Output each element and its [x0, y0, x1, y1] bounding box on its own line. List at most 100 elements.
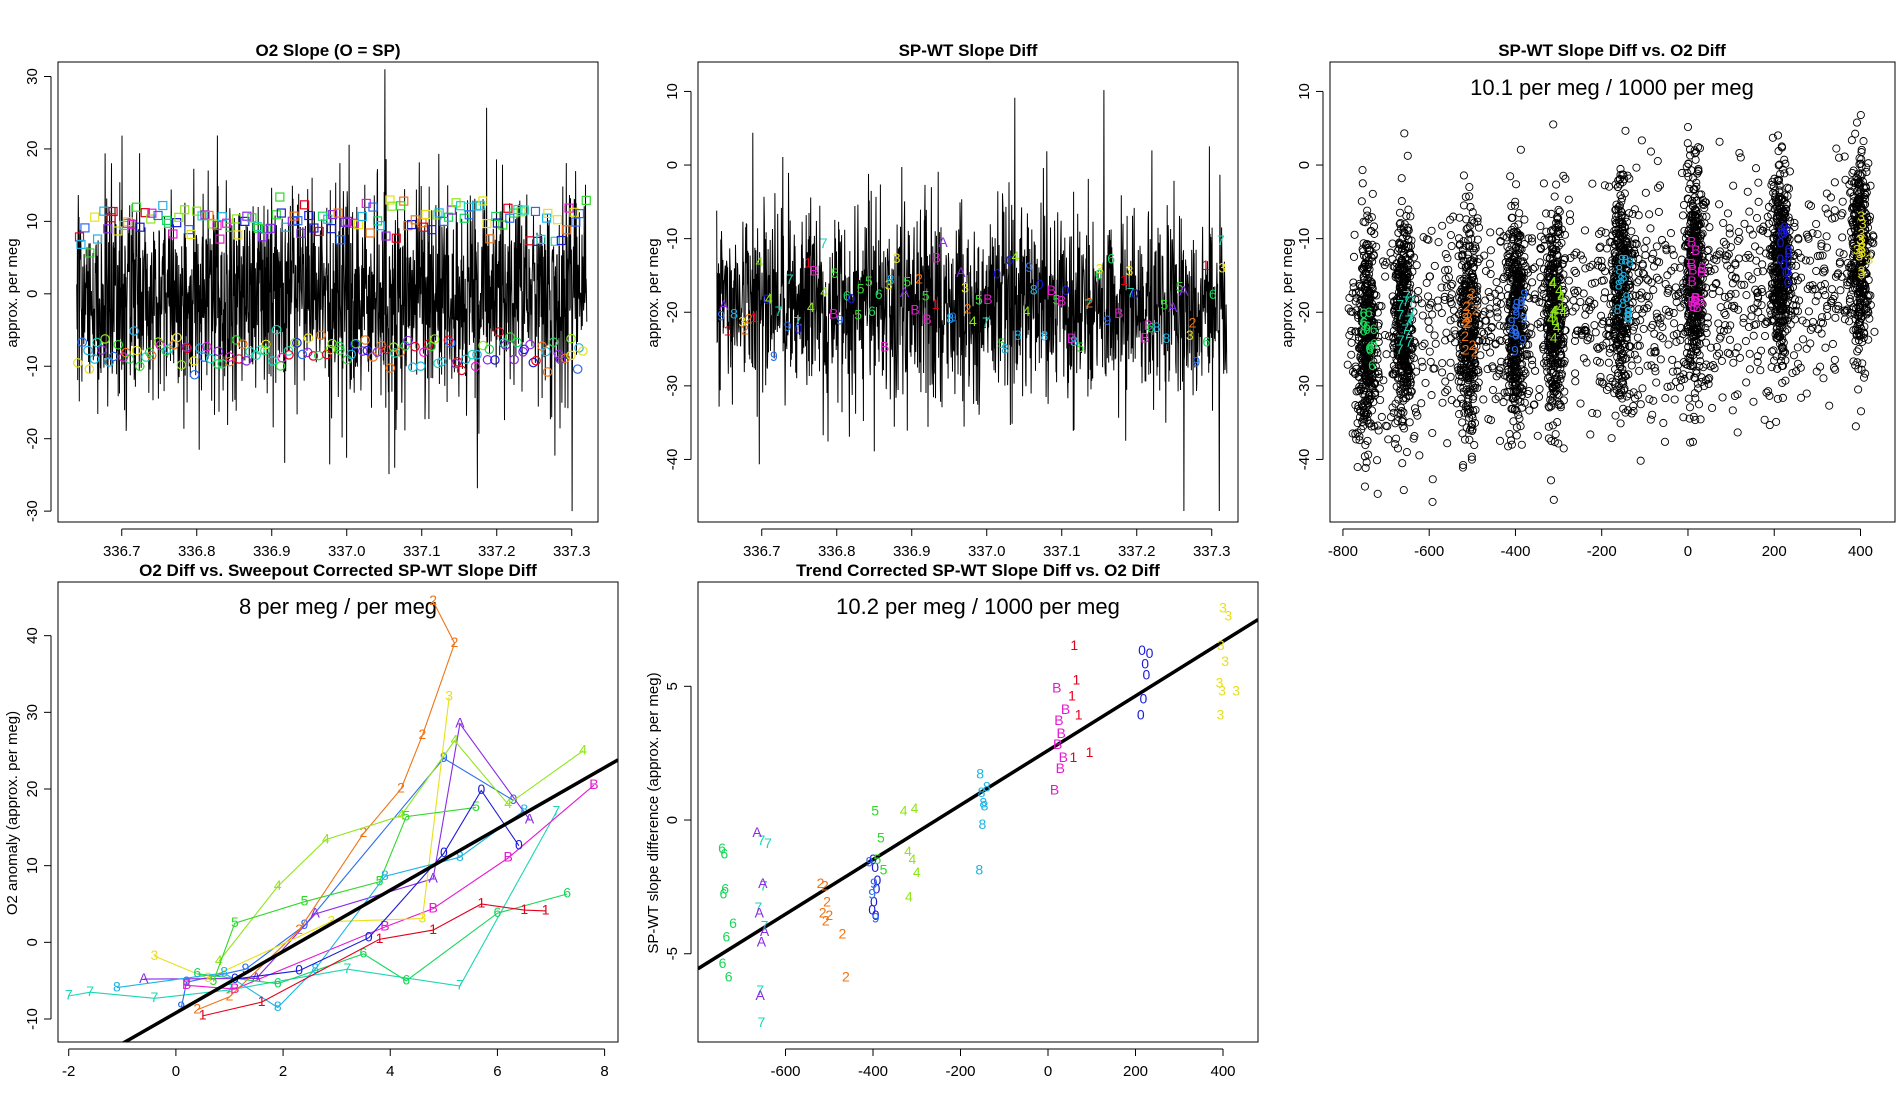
- data-point: [1619, 404, 1628, 413]
- data-point: [1570, 250, 1579, 259]
- data-point: [1485, 309, 1494, 318]
- data-point: [1468, 216, 1477, 225]
- data-point: 1: [804, 255, 812, 271]
- data-point: [1602, 385, 1612, 394]
- data-point: [1517, 440, 1526, 449]
- data-point: [1806, 339, 1815, 348]
- data-point: [1417, 357, 1426, 366]
- data-point: [1599, 276, 1608, 285]
- data-point: [1832, 144, 1841, 153]
- data-point: [1760, 415, 1769, 424]
- data-point: [1733, 343, 1742, 352]
- data-point: [1446, 372, 1455, 381]
- data-point: [1588, 179, 1597, 188]
- data-point: [1559, 444, 1568, 453]
- data-point: [1662, 244, 1671, 253]
- data-point: [1627, 361, 1636, 370]
- data-point: [1651, 367, 1660, 376]
- data-point: [1671, 377, 1680, 386]
- data-point: [1544, 422, 1553, 431]
- data-point: [1550, 438, 1559, 447]
- data-point: [1813, 230, 1822, 239]
- data-point: [1593, 343, 1602, 352]
- data-point: [1652, 273, 1661, 282]
- data-point: [1384, 332, 1394, 341]
- data-point: [1725, 224, 1734, 233]
- data-point: [1528, 356, 1537, 365]
- panel-title: SP-WT Slope Diff: [899, 41, 1038, 60]
- data-point: [103, 224, 113, 234]
- data-point: [443, 212, 454, 222]
- data-point: [1700, 258, 1710, 267]
- data-point: [1645, 292, 1654, 301]
- data-point: [1804, 200, 1813, 209]
- data-point: [1668, 367, 1677, 376]
- data-point: [1535, 258, 1545, 267]
- data-point: [134, 361, 145, 372]
- code-label: 9: [1519, 331, 1527, 347]
- data-point: [1479, 329, 1489, 338]
- data-point: 6: [843, 288, 851, 304]
- data-point: [1590, 278, 1600, 287]
- data-point: [1739, 318, 1748, 327]
- data-point: [1756, 366, 1765, 375]
- data-point: [1754, 197, 1763, 206]
- data-point: [1374, 426, 1383, 435]
- data-point: [1486, 348, 1495, 357]
- data-point: [1729, 181, 1738, 190]
- data-point: 6: [1202, 334, 1210, 350]
- x-tick-label: 336.7: [743, 543, 781, 560]
- data-point: [1801, 256, 1810, 265]
- data-point: [1831, 304, 1841, 313]
- data-point: [548, 337, 559, 348]
- data-point: [1399, 277, 1408, 286]
- y-tick-label: 10: [664, 83, 681, 100]
- data-point: [516, 207, 526, 217]
- data-point: [463, 202, 474, 212]
- data-point: [1744, 322, 1753, 332]
- data-point: [1661, 394, 1670, 403]
- data-point: [1573, 326, 1582, 335]
- data-point: [1594, 344, 1603, 353]
- data-point: [1811, 297, 1820, 306]
- data-point: [1745, 349, 1754, 358]
- data-point: [491, 211, 501, 222]
- data-point: 3: [1218, 259, 1226, 275]
- data-point: [1793, 276, 1802, 285]
- data-point: [1625, 390, 1634, 399]
- data-point: [1374, 369, 1383, 379]
- data-point: [385, 195, 395, 205]
- data-point: [1668, 355, 1677, 364]
- data-point: [77, 337, 88, 348]
- code-label: 8: [1622, 289, 1630, 305]
- data-point: [550, 236, 560, 246]
- data-point: [1710, 364, 1719, 373]
- y-tick-label: -40: [664, 449, 681, 471]
- data-point: [1479, 395, 1488, 404]
- data-point: [1388, 239, 1397, 248]
- data-point: [1802, 389, 1811, 398]
- data-point: [1554, 205, 1563, 214]
- data-point: [1835, 257, 1845, 267]
- data-point: [1798, 316, 1807, 325]
- data-point: [1397, 406, 1406, 416]
- data-point: [1811, 285, 1820, 294]
- data-point: [1551, 430, 1560, 439]
- data-point: [1425, 324, 1434, 333]
- data-point: [325, 344, 336, 355]
- data-point: [1749, 331, 1758, 340]
- data-point: [1473, 214, 1482, 223]
- data-point: [1525, 406, 1534, 415]
- data-point: [1499, 274, 1508, 283]
- data-point: [566, 350, 576, 361]
- data-point: [1694, 400, 1704, 409]
- data-point: [1802, 230, 1811, 239]
- data-point: [1512, 431, 1521, 440]
- data-point: [574, 209, 585, 219]
- code-label: 8: [1615, 262, 1623, 278]
- data-point: [1357, 282, 1366, 291]
- data-point: 4: [1023, 303, 1031, 319]
- data-point: [1605, 182, 1614, 191]
- data-point: [1571, 377, 1580, 386]
- data-point: B: [829, 305, 838, 321]
